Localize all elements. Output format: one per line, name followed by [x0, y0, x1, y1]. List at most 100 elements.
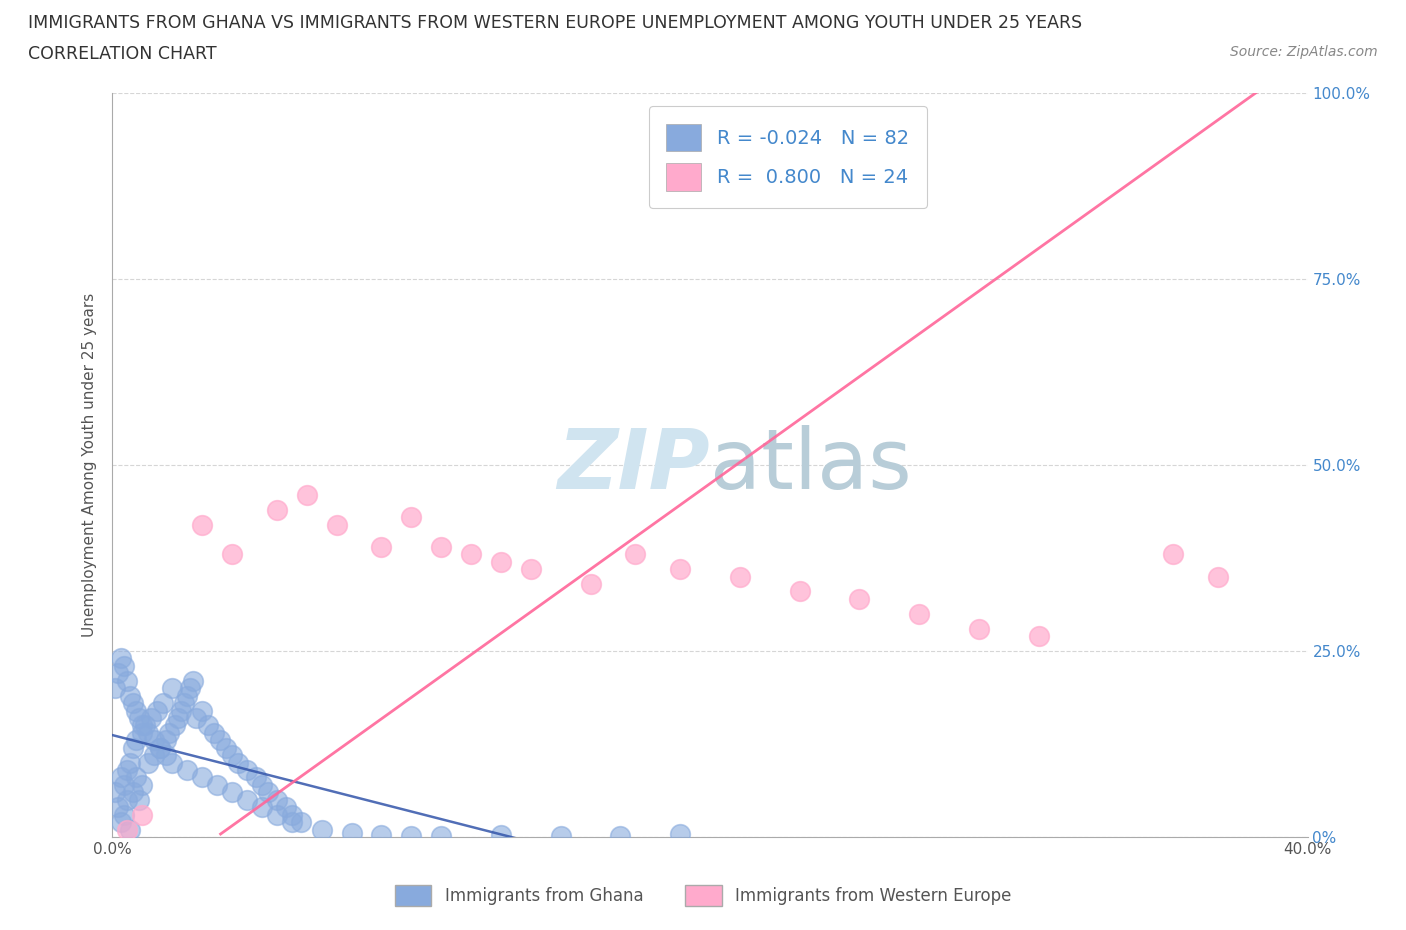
Point	[131, 725, 153, 740]
Point	[579, 577, 602, 591]
Point	[110, 770, 132, 785]
Point	[128, 711, 150, 725]
Point	[1161, 547, 1184, 562]
Point	[191, 703, 214, 718]
Point	[401, 510, 423, 525]
Point	[173, 696, 195, 711]
Point	[155, 748, 177, 763]
Point	[257, 785, 280, 800]
Point	[186, 711, 208, 725]
Point	[848, 591, 870, 606]
Point	[122, 785, 145, 800]
Point	[236, 763, 259, 777]
Point	[1206, 569, 1229, 584]
Point	[122, 696, 145, 711]
Point	[205, 777, 228, 792]
Point	[967, 621, 990, 636]
Point	[141, 711, 163, 725]
Point	[138, 755, 160, 770]
Point	[340, 826, 363, 841]
Point	[430, 539, 453, 554]
Point	[209, 733, 232, 748]
Point	[250, 777, 273, 792]
Point	[669, 827, 692, 842]
Point	[290, 815, 312, 830]
Point	[120, 755, 142, 770]
Point	[176, 688, 198, 703]
Point	[122, 740, 145, 755]
Point	[789, 584, 811, 599]
Point	[167, 711, 190, 725]
Point	[162, 755, 183, 770]
Point	[370, 828, 392, 843]
Point	[1028, 629, 1050, 644]
Point	[128, 792, 150, 807]
Point	[117, 792, 139, 807]
Point	[728, 569, 751, 584]
Legend: Immigrants from Ghana, Immigrants from Western Europe: Immigrants from Ghana, Immigrants from W…	[388, 879, 1018, 912]
Point	[134, 718, 156, 733]
Point	[295, 487, 318, 502]
Point	[266, 792, 288, 807]
Point	[107, 666, 129, 681]
Point	[460, 547, 482, 562]
Point	[131, 777, 153, 792]
Point	[146, 703, 169, 718]
Point	[131, 807, 153, 822]
Point	[370, 539, 392, 554]
Point	[110, 651, 132, 666]
Point	[908, 606, 931, 621]
Point	[401, 828, 423, 843]
Point	[191, 770, 214, 785]
Point	[489, 828, 512, 843]
Point	[143, 748, 166, 763]
Point	[157, 725, 180, 740]
Point	[520, 562, 543, 577]
Point	[114, 658, 135, 673]
Point	[181, 673, 204, 688]
Point	[430, 829, 453, 844]
Point	[125, 770, 148, 785]
Point	[215, 740, 238, 755]
Point	[110, 815, 132, 830]
Point	[120, 688, 142, 703]
Point	[138, 725, 160, 740]
Legend: R = -0.024   N = 82, R =  0.800   N = 24: R = -0.024 N = 82, R = 0.800 N = 24	[650, 106, 927, 208]
Point	[609, 829, 631, 844]
Point	[117, 763, 139, 777]
Point	[104, 785, 127, 800]
Point	[114, 807, 135, 822]
Point	[202, 725, 225, 740]
Point	[176, 763, 198, 777]
Point	[245, 770, 267, 785]
Point	[107, 800, 129, 815]
Point	[117, 673, 139, 688]
Point	[125, 733, 148, 748]
Text: atlas: atlas	[710, 424, 911, 506]
Point	[250, 800, 273, 815]
Point	[226, 755, 249, 770]
Point	[117, 822, 139, 837]
Point	[266, 807, 288, 822]
Point	[669, 562, 692, 577]
Point	[281, 807, 304, 822]
Point	[165, 718, 187, 733]
Point	[149, 740, 172, 755]
Text: ZIP: ZIP	[557, 424, 710, 506]
Text: IMMIGRANTS FROM GHANA VS IMMIGRANTS FROM WESTERN EUROPE UNEMPLOYMENT AMONG YOUTH: IMMIGRANTS FROM GHANA VS IMMIGRANTS FROM…	[28, 14, 1083, 32]
Point	[170, 703, 193, 718]
Point	[325, 517, 347, 532]
Point	[191, 517, 214, 532]
Point	[624, 547, 647, 562]
Point	[550, 828, 572, 843]
Point	[236, 792, 259, 807]
Point	[311, 822, 333, 837]
Point	[114, 777, 135, 792]
Point	[120, 822, 142, 837]
Point	[104, 681, 127, 696]
Point	[143, 733, 166, 748]
Point	[152, 696, 174, 711]
Point	[221, 785, 243, 800]
Point	[155, 733, 177, 748]
Point	[221, 748, 243, 763]
